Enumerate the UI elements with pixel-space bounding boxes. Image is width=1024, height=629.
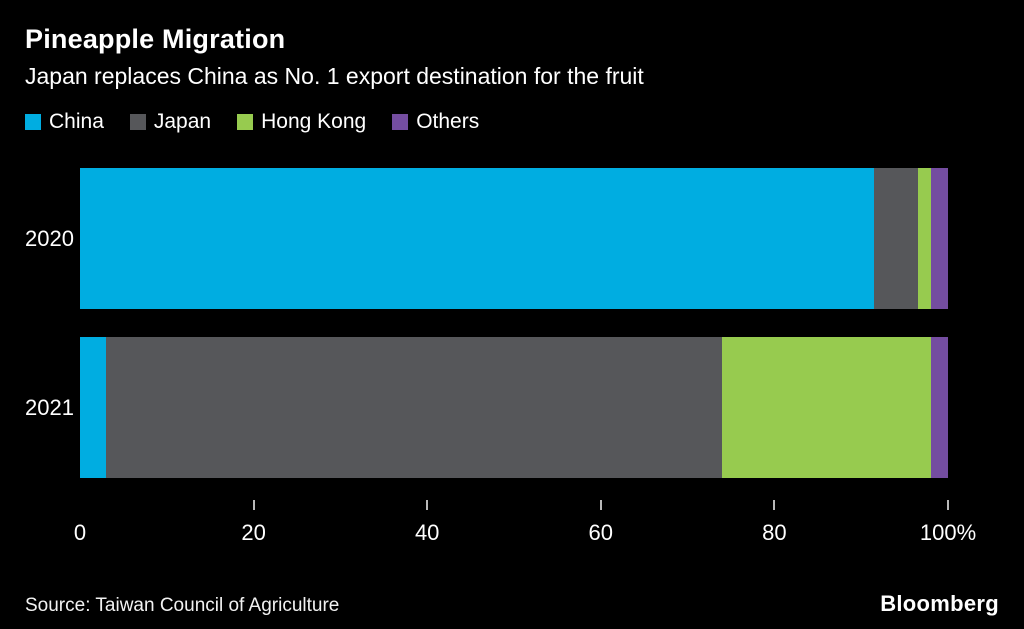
x-tick-100	[947, 500, 949, 510]
chart-footer: Source: Taiwan Council of Agriculture Bl…	[0, 591, 1024, 617]
x-tick-label-80: 80	[762, 520, 787, 545]
legend-item-others: Others	[392, 110, 479, 134]
x-tick-20	[252, 500, 255, 510]
x-tick-label-0: 0	[73, 520, 87, 545]
bloomberg-logo: Bloomberg	[880, 591, 999, 616]
legend: China Japan Hong Kong Others	[25, 110, 999, 134]
bar-row-2021: 2021	[25, 337, 948, 478]
x-tick-80	[773, 500, 776, 510]
legend-swatch-hong-kong	[237, 114, 254, 130]
legend-label-japan: Japan	[153, 110, 212, 133]
stacked-bar-2021	[80, 337, 948, 478]
legend-label-china: China	[49, 110, 104, 133]
bar-segment-china-2020	[80, 168, 875, 309]
legend-item-china: China	[25, 110, 104, 134]
chart-card: Pineapple Migration Japan replaces China…	[25, 24, 999, 553]
legend-swatch-others	[392, 114, 409, 130]
legend-item-japan: Japan	[129, 110, 212, 134]
x-tick-40	[426, 500, 429, 510]
bar-segment-others-2020	[930, 168, 948, 309]
bar-segment-hong-kong-2020	[917, 168, 931, 309]
legend-swatch-china	[25, 114, 41, 130]
bar-segment-japan-2020	[874, 168, 918, 309]
x-tick-label-60: 60	[588, 520, 614, 545]
x-tick-label-100: 100%	[919, 520, 977, 545]
bar-segment-others-2021	[930, 337, 948, 478]
stacked-bar-2020	[80, 168, 948, 309]
legend-label-others: Others	[416, 110, 480, 133]
source-note: Source: Taiwan Council of Agriculture	[25, 595, 340, 616]
chart-subtitle: Japan replaces China as No. 1 export des…	[25, 63, 644, 89]
legend-swatch-japan	[129, 114, 146, 130]
bar-segment-china-2021	[80, 337, 107, 478]
bar-segment-japan-2021	[106, 337, 723, 478]
bar-segment-hong-kong-2021	[722, 337, 931, 478]
x-tick-60	[599, 500, 602, 510]
x-axis: 0 20 40 60 80 100%	[74, 478, 976, 553]
category-label-2021: 2021	[25, 394, 74, 420]
legend-item-hong-kong: Hong Kong	[237, 110, 366, 134]
x-tick-label-20: 20	[241, 520, 266, 545]
legend-label-hong-kong: Hong Kong	[261, 110, 367, 133]
category-label-2020: 2020	[25, 225, 74, 251]
x-tick-label-40: 40	[414, 520, 440, 545]
bar-row-2020: 2020	[25, 168, 948, 309]
plot-area: 2020 2021	[25, 168, 948, 478]
chart-title: Pineapple Migration	[25, 24, 286, 54]
